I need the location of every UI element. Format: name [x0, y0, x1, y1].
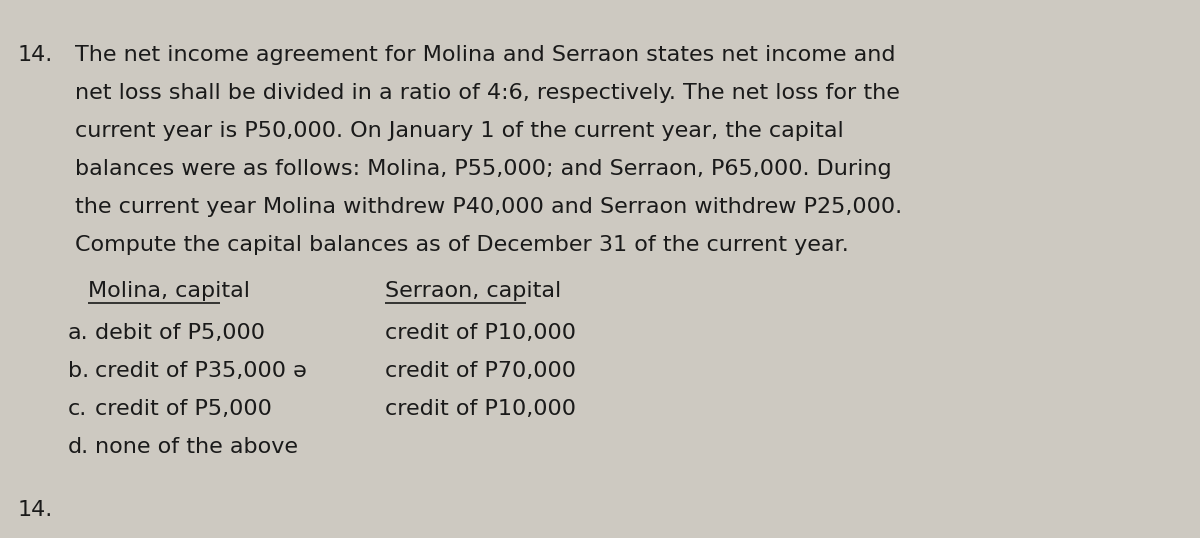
Text: debit of P5,000: debit of P5,000: [95, 323, 265, 343]
Text: b.: b.: [68, 361, 89, 381]
Text: The net income agreement for Molina and Serraon states net income and: The net income agreement for Molina and …: [74, 45, 895, 65]
Text: credit of P10,000: credit of P10,000: [385, 399, 576, 419]
Text: credit of P10,000: credit of P10,000: [385, 323, 576, 343]
Text: Compute the capital balances as of December 31 of the current year.: Compute the capital balances as of Decem…: [74, 235, 848, 255]
Text: credit of P35,000 ə: credit of P35,000 ə: [95, 361, 307, 381]
Text: Molina, capital: Molina, capital: [88, 281, 250, 301]
Text: c.: c.: [68, 399, 88, 419]
Text: current year is P50,000. On January 1 of the current year, the capital: current year is P50,000. On January 1 of…: [74, 121, 844, 141]
Text: credit of P5,000: credit of P5,000: [95, 399, 272, 419]
Text: the current year Molina withdrew P40,000 and Serraon withdrew P25,000.: the current year Molina withdrew P40,000…: [74, 197, 902, 217]
Text: 14.: 14.: [18, 45, 53, 65]
Text: 14.: 14.: [18, 500, 53, 520]
Text: d.: d.: [68, 437, 89, 457]
Text: net loss shall be divided in a ratio of 4:6, respectively. The net loss for the: net loss shall be divided in a ratio of …: [74, 83, 900, 103]
Text: balances were as follows: Molina, P55,000; and Serraon, P65,000. During: balances were as follows: Molina, P55,00…: [74, 159, 892, 179]
Text: none of the above: none of the above: [95, 437, 298, 457]
Text: credit of P70,000: credit of P70,000: [385, 361, 576, 381]
Text: a.: a.: [68, 323, 89, 343]
Text: Serraon, capital: Serraon, capital: [385, 281, 562, 301]
